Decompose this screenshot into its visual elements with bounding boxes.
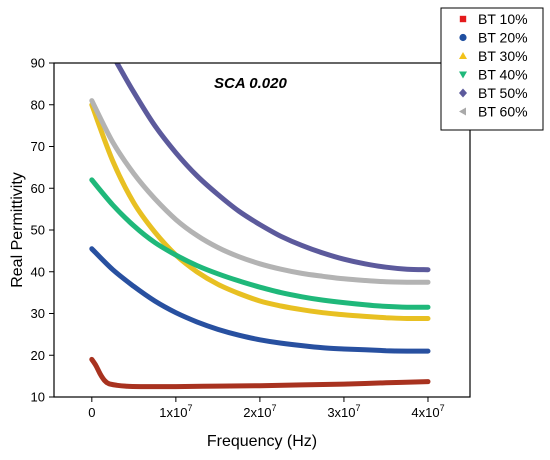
- legend-label: BT 50%: [478, 85, 528, 101]
- y-tick-label: 70: [31, 139, 45, 154]
- y-tick-label: 10: [31, 390, 45, 405]
- legend-marker: [459, 88, 467, 98]
- legend: BT 10% BT 20% BT 30% BT 40% BT 50% BT 60%: [440, 7, 544, 131]
- y-tick-label: 40: [31, 264, 45, 279]
- x-axis-title: Frequency (Hz): [207, 433, 317, 450]
- chart-annotation: SCA 0.020: [214, 75, 287, 92]
- y-tick-label: 60: [31, 181, 45, 196]
- legend-marker: [459, 52, 467, 59]
- legend-marker: [459, 15, 467, 23]
- series-line-4: [89, 177, 431, 310]
- legend-label: BT 40%: [478, 67, 528, 83]
- legend-label: BT 30%: [478, 48, 528, 64]
- x-tick-label: 0: [88, 405, 95, 420]
- series-line-1: [89, 356, 431, 390]
- plot-frame: [53, 62, 471, 398]
- axes-layer: 10 20 30 40 50 60 70 80 90 0 1x107 2x107 3x107 4x107: [31, 56, 445, 421]
- y-axis-title: Real Permittivity: [9, 172, 26, 288]
- y-tick-label: 20: [31, 348, 45, 363]
- x-tick-label: 2x107: [243, 403, 276, 420]
- x-tick-label: 1x107: [159, 403, 192, 420]
- series-line-5: [114, 63, 431, 273]
- y-tick-label: 80: [31, 97, 45, 112]
- legend-marker: [459, 107, 466, 116]
- series-line-2: [89, 246, 431, 354]
- series-line-3: [89, 102, 431, 322]
- legend-label: BT 60%: [478, 104, 528, 120]
- legend-box: [440, 7, 544, 131]
- legend-marker: [459, 71, 467, 79]
- x-tick-label: 3x107: [327, 403, 360, 420]
- series-lines: [89, 63, 431, 390]
- x-tick-label: 4x107: [411, 403, 444, 420]
- y-tick-label: 50: [31, 223, 45, 238]
- y-tick-label: 30: [31, 306, 45, 321]
- legend-marker: [459, 33, 467, 42]
- series-layer: [89, 63, 431, 390]
- legend-label: BT 20%: [478, 30, 528, 46]
- legend-label: BT 10%: [478, 11, 528, 27]
- y-tick-label: 90: [31, 56, 45, 71]
- series-line-6: [89, 98, 431, 285]
